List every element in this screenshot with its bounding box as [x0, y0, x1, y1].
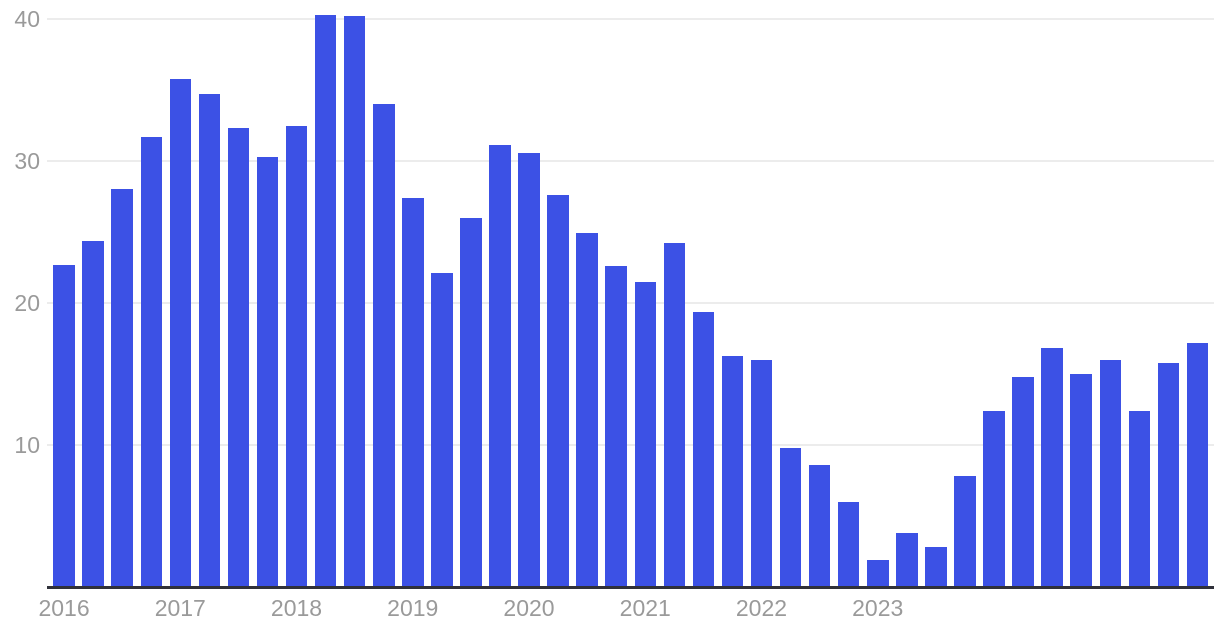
- bar[interactable]: [198, 94, 221, 588]
- bar[interactable]: [169, 78, 191, 588]
- bar[interactable]: [431, 273, 453, 588]
- bar[interactable]: [1099, 359, 1121, 588]
- bar[interactable]: [896, 533, 918, 588]
- x-axis-line: [47, 586, 1214, 589]
- bar[interactable]: [808, 464, 831, 588]
- bar[interactable]: [605, 266, 627, 588]
- y-tick-label: 40: [14, 6, 40, 32]
- x-tick-label: 2021: [619, 595, 671, 621]
- bar[interactable]: [402, 197, 424, 588]
- bar[interactable]: [692, 311, 715, 588]
- bar[interactable]: [576, 233, 598, 588]
- bar[interactable]: [1041, 348, 1063, 588]
- y-tick-label: 30: [14, 148, 40, 174]
- bar[interactable]: [460, 217, 482, 588]
- bar[interactable]: [750, 359, 773, 588]
- bar[interactable]: [547, 195, 569, 588]
- bar[interactable]: [634, 281, 656, 588]
- bar[interactable]: [489, 145, 511, 588]
- bar[interactable]: [721, 355, 744, 588]
- x-tick-label: 2019: [387, 595, 439, 621]
- x-tick-label: 2016: [38, 595, 90, 621]
- bar[interactable]: [82, 240, 104, 588]
- bar[interactable]: [227, 128, 250, 588]
- bar[interactable]: [1157, 362, 1180, 588]
- x-tick-label: 2022: [735, 595, 788, 621]
- x-tick-label: 2020: [503, 595, 555, 621]
- bar[interactable]: [867, 560, 889, 588]
- bar[interactable]: [53, 264, 75, 588]
- bar[interactable]: [518, 152, 540, 588]
- bar[interactable]: [1128, 410, 1150, 588]
- bar[interactable]: [1012, 376, 1034, 588]
- bar[interactable]: [925, 547, 947, 588]
- x-tick-label: 2023: [852, 595, 904, 621]
- bar[interactable]: [1186, 342, 1209, 588]
- bar[interactable]: [373, 104, 395, 588]
- bar[interactable]: [111, 189, 133, 588]
- bar[interactable]: [663, 243, 686, 588]
- bar[interactable]: [140, 136, 162, 588]
- x-tick-label: 2018: [270, 595, 323, 621]
- bar[interactable]: [983, 410, 1005, 588]
- bar[interactable]: [343, 16, 366, 588]
- gridline: [47, 302, 1214, 304]
- gridline: [47, 18, 1214, 20]
- bar[interactable]: [779, 447, 802, 588]
- bar[interactable]: [256, 156, 279, 588]
- bar[interactable]: [314, 14, 337, 588]
- bar[interactable]: [954, 476, 976, 588]
- gridline: [47, 160, 1214, 162]
- bar[interactable]: [837, 501, 860, 588]
- y-tick-label: 20: [14, 290, 40, 316]
- y-tick-label: 10: [14, 432, 40, 458]
- gridline: [47, 444, 1214, 446]
- x-tick-label: 2017: [154, 595, 206, 621]
- bar[interactable]: [1070, 374, 1092, 588]
- bar[interactable]: [285, 125, 308, 588]
